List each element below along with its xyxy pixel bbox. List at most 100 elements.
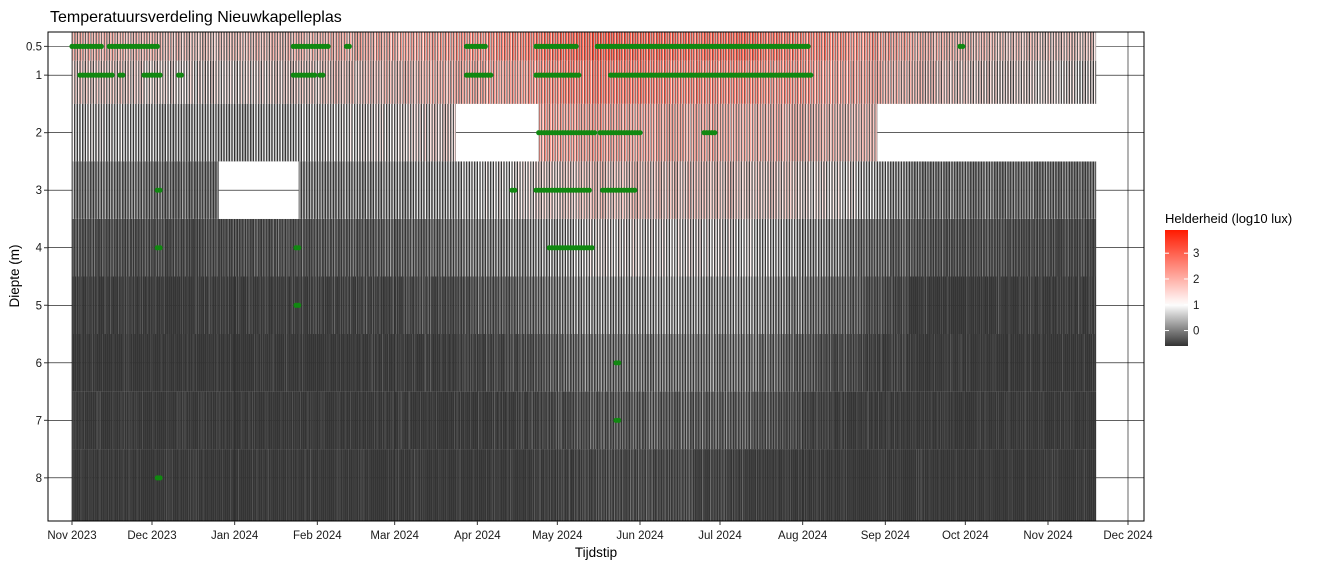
- heatmap-cell: [948, 60, 949, 104]
- heatmap-cell: [379, 103, 381, 162]
- heatmap-cell: [380, 161, 381, 219]
- heatmap-cell: [613, 60, 615, 104]
- heatmap-cell: [110, 60, 111, 104]
- heatmap-cell: [1086, 32, 1087, 61]
- heatmap-cell: [114, 161, 115, 219]
- heatmap-cell: [1068, 60, 1069, 104]
- heatmap-cell: [911, 60, 913, 104]
- heatmap-cell: [452, 161, 453, 219]
- heatmap-cell: [534, 60, 535, 104]
- heatmap-cell: [422, 103, 423, 162]
- heatmap-cell: [200, 60, 201, 104]
- heatmap-cell: [232, 32, 233, 61]
- heatmap-cell: [824, 103, 825, 162]
- heatmap-cell: [167, 103, 169, 162]
- heatmap-cell: [128, 161, 129, 219]
- heatmap-cell: [1010, 60, 1012, 104]
- heatmap-cell: [80, 161, 81, 219]
- heatmap-cell: [1075, 60, 1077, 104]
- heatmap-cell: [159, 60, 161, 104]
- heatmap-cell: [1014, 32, 1016, 61]
- heatmap-cell: [440, 60, 442, 104]
- heatmap-cell: [512, 60, 514, 104]
- heatmap-cell: [416, 161, 417, 219]
- heatmap-cell: [882, 32, 883, 61]
- heatmap-cell: [372, 60, 373, 104]
- heatmap-cell: [262, 32, 264, 61]
- heatmap-cell: [910, 60, 911, 104]
- heatmap-cell: [297, 60, 299, 104]
- heatmap-cell: [408, 32, 410, 61]
- heatmap-cell: [574, 60, 576, 104]
- heatmap-cell: [364, 32, 365, 61]
- heatmap-cell: [426, 60, 428, 104]
- heatmap-cell: [440, 60, 441, 104]
- heatmap-cell: [826, 32, 828, 61]
- heatmap-cell: [271, 60, 273, 104]
- heatmap-cell: [252, 103, 253, 162]
- heatmap-cell: [256, 103, 257, 162]
- heatmap-cell: [508, 60, 509, 104]
- heatmap-cell: [75, 60, 77, 104]
- heatmap-cell: [811, 103, 813, 162]
- heatmap-cell: [1043, 60, 1045, 104]
- heatmap-cell: [984, 32, 986, 61]
- heatmap-cell: [439, 161, 441, 219]
- heatmap-cell: [594, 60, 596, 104]
- heatmap-cell: [221, 103, 223, 162]
- heatmap-cell: [346, 161, 348, 219]
- heatmap-cell: [812, 60, 814, 104]
- heatmap-cell: [284, 60, 285, 104]
- heatmap-cell: [82, 60, 84, 104]
- heatmap-cell: [176, 161, 178, 219]
- heatmap-cell: [932, 60, 934, 104]
- heatmap-cell: [970, 32, 972, 61]
- heatmap-cell: [870, 32, 871, 61]
- heatmap-cell: [142, 60, 144, 104]
- heatmap-cell: [906, 60, 907, 104]
- heatmap-cell: [172, 32, 174, 61]
- heatmap-cell: [320, 161, 322, 219]
- heatmap-cell: [954, 32, 955, 61]
- heatmap-cell: [1035, 32, 1037, 61]
- heatmap-cell: [260, 60, 262, 104]
- heatmap-cell: [1020, 32, 1022, 61]
- heatmap-cell: [309, 103, 311, 162]
- heatmap-cell: [690, 103, 692, 162]
- heatmap-cell: [100, 161, 102, 219]
- heatmap-cell: [388, 161, 390, 219]
- heatmap-cell: [343, 60, 345, 104]
- heatmap-cell: [732, 103, 734, 162]
- heatmap-cell: [144, 60, 146, 104]
- heatmap-cell: [788, 60, 790, 104]
- heatmap-cell: [196, 161, 197, 219]
- heatmap-cell: [982, 60, 983, 104]
- heatmap-cell: [888, 60, 890, 104]
- heatmap-cell: [360, 103, 361, 162]
- heatmap-cell: [275, 32, 277, 61]
- heatmap-cell: [957, 60, 959, 104]
- heatmap-cell: [832, 32, 833, 61]
- heatmap-cell: [426, 60, 427, 104]
- heatmap-cell: [324, 60, 325, 104]
- heatmap-cell: [750, 60, 751, 104]
- heatmap-cell: [580, 60, 581, 104]
- heatmap-cell: [266, 32, 268, 61]
- heatmap-cell: [898, 60, 899, 104]
- heatmap-cell: [353, 103, 355, 162]
- heatmap-cell: [1092, 60, 1093, 104]
- heatmap-cell: [798, 60, 799, 104]
- heatmap-cell: [513, 32, 515, 61]
- heatmap-cell: [414, 161, 416, 219]
- heatmap-cell: [397, 161, 399, 219]
- heatmap-cell: [202, 103, 203, 162]
- heatmap-cell: [86, 161, 88, 219]
- heatmap-cell: [200, 161, 202, 219]
- heatmap-cell: [441, 60, 443, 104]
- heatmap-cell: [342, 161, 343, 219]
- heatmap-cell: [139, 161, 141, 219]
- heatmap-cell: [844, 60, 846, 104]
- heatmap-cell: [584, 60, 586, 104]
- heatmap-cell: [948, 32, 949, 61]
- heatmap-cell: [852, 103, 853, 162]
